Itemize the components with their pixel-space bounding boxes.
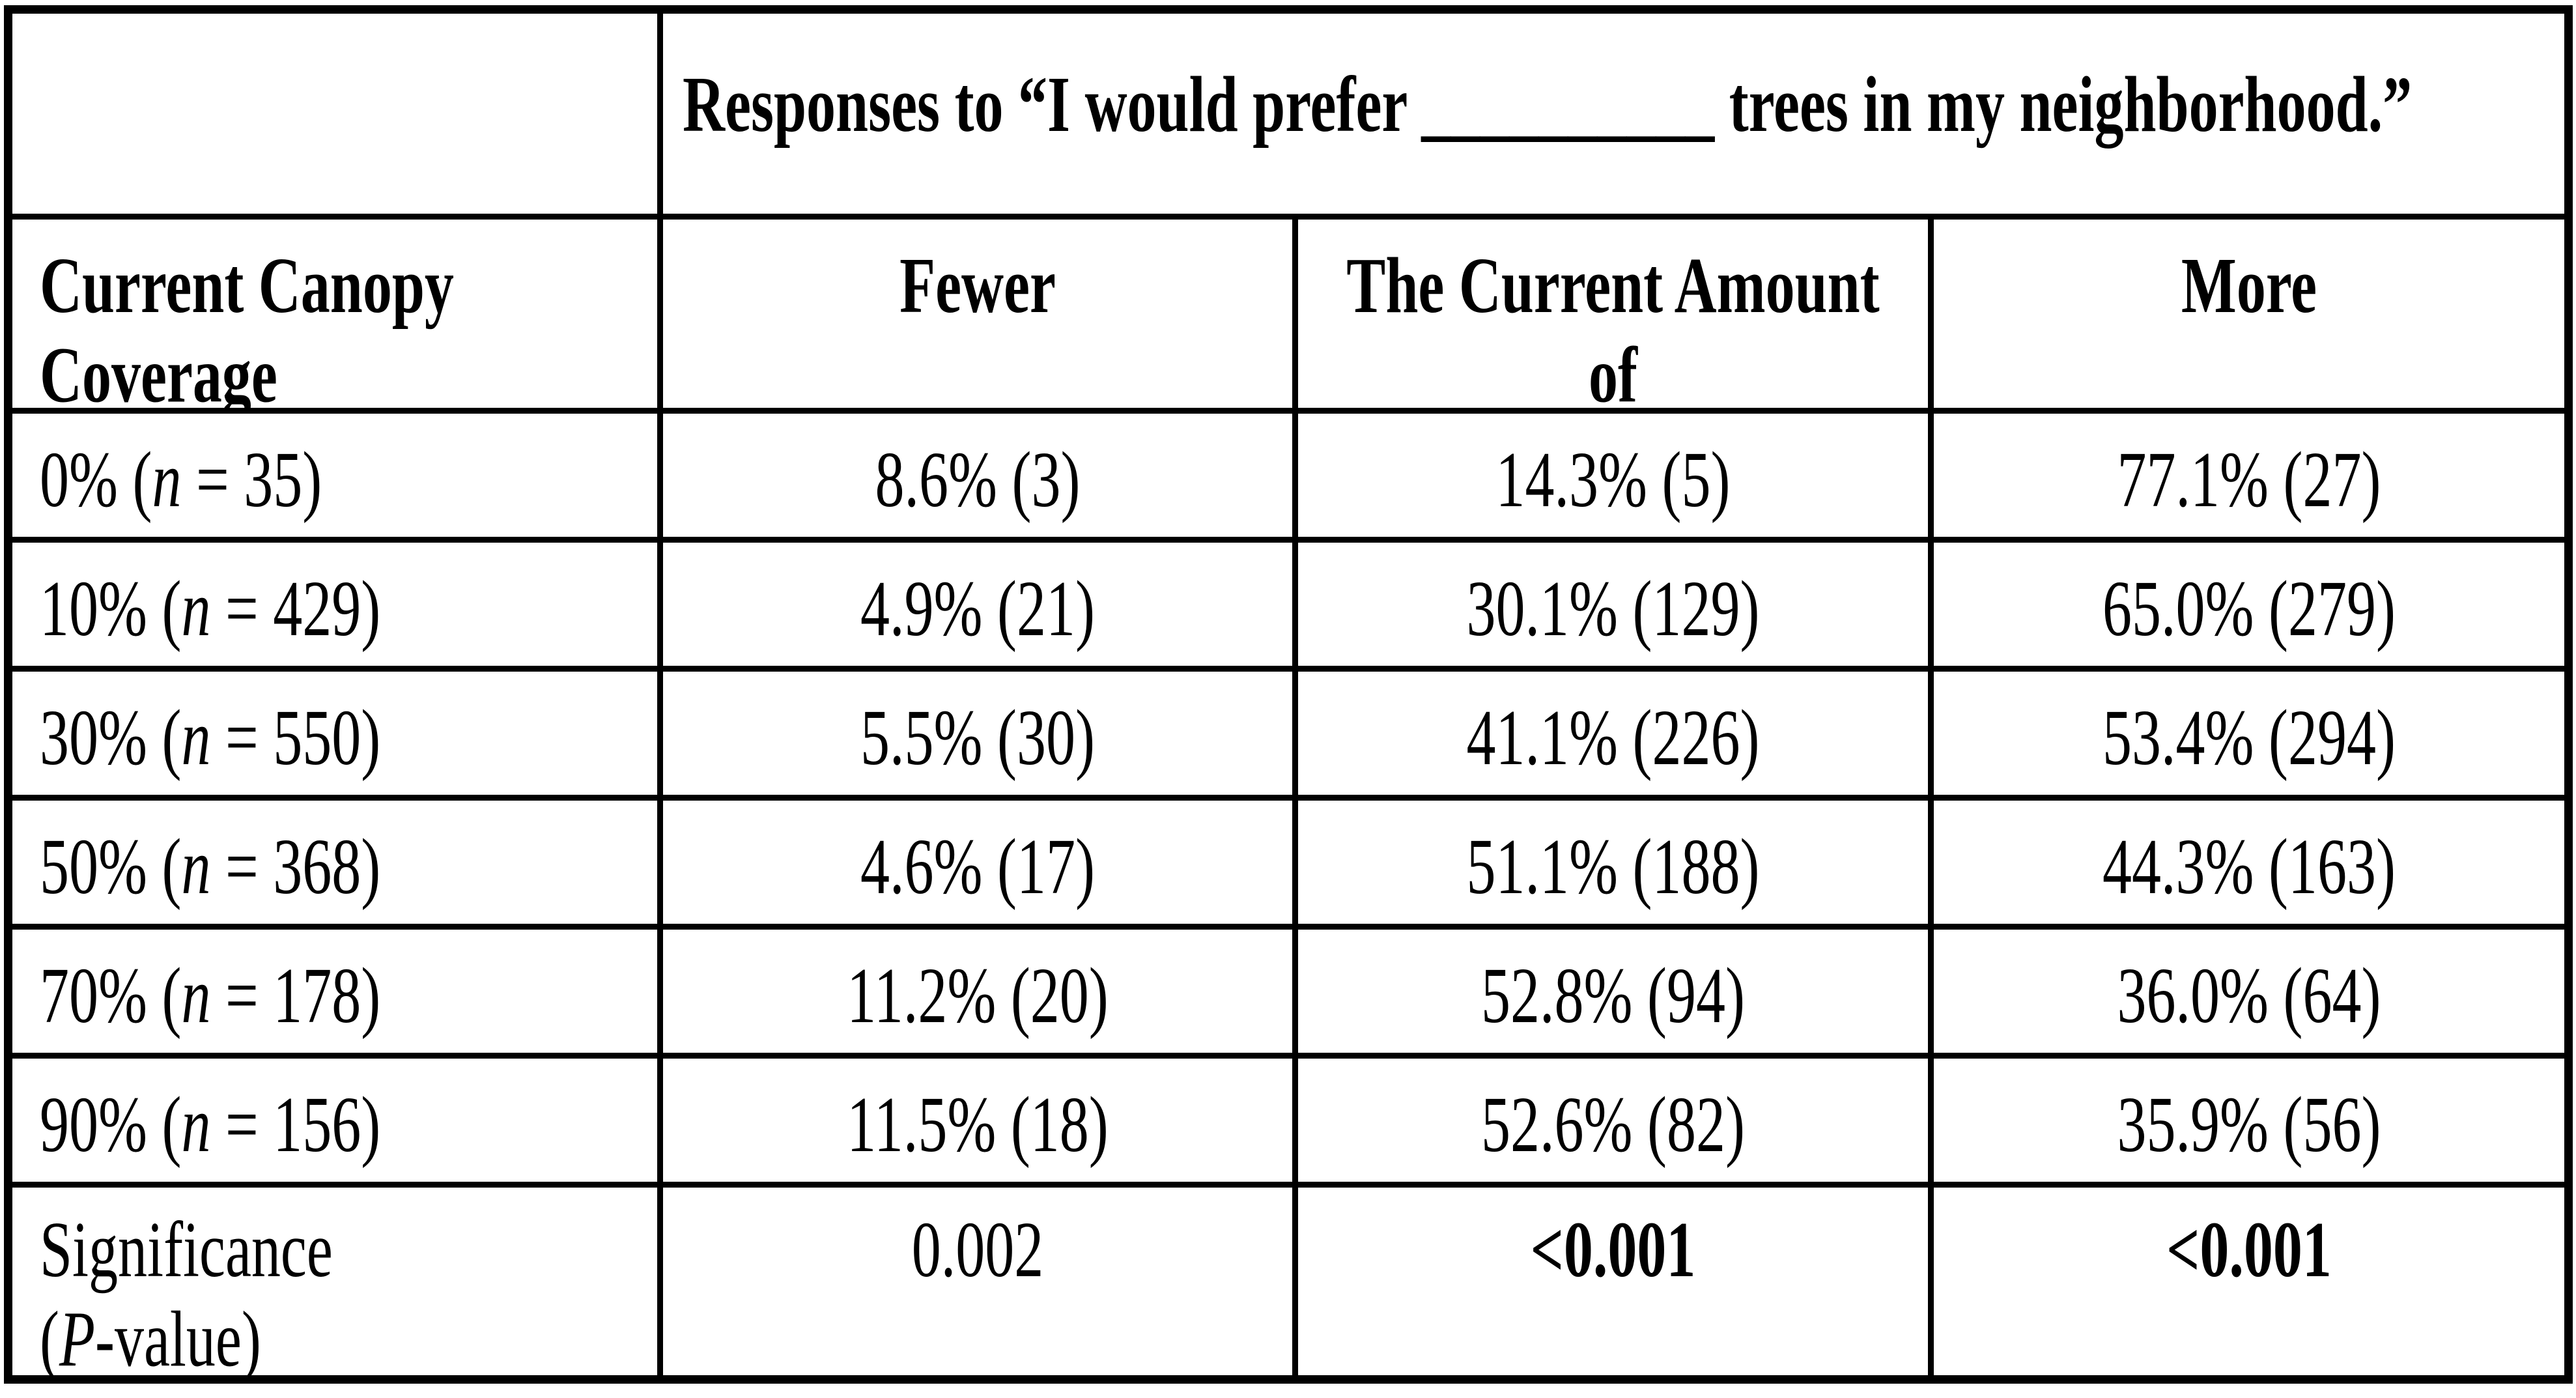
table-row-30pct: 30% (n = 550) 5.5% (30) 41.1% (226) 53.4…: [5, 666, 2572, 801]
row-header-line1: Current Canopy: [40, 242, 454, 330]
row-header-current-canopy-coverage: Current Canopy Coverage: [5, 214, 663, 414]
data-cell-more: 65.0% (279): [1927, 537, 2572, 672]
data-cell-more: 35.9% (56): [1927, 1053, 2572, 1188]
question-banner-row: Responses to “I would prefer __________ …: [5, 7, 2572, 220]
table-row-10pct: 10% (n = 429) 4.9% (21) 30.1% (129) 65.0…: [5, 537, 2572, 672]
question-banner-cell: Responses to “I would prefer __________ …: [657, 7, 2572, 220]
data-cell-more: 77.1% (27): [1927, 408, 2572, 543]
significance-value-fewer: 0.002: [657, 1182, 1298, 1382]
data-cell-current-amount: 30.1% (129): [1292, 537, 1934, 672]
significance-row: Significance (P-value) 0.002 <0.001 <0.0…: [5, 1182, 2572, 1382]
col-header-current-amount-line2: of: [1589, 332, 1637, 411]
row-label-cell: 10% (n = 429): [5, 537, 663, 672]
data-cell-more: 44.3% (163): [1927, 795, 2572, 930]
data-cell-fewer: 11.5% (18): [657, 1053, 1298, 1188]
row-label-cell: 50% (n = 368): [5, 795, 663, 930]
data-cell-fewer: 5.5% (30): [657, 666, 1298, 801]
data-cell-fewer: 8.6% (3): [657, 408, 1298, 543]
col-header-fewer: Fewer: [657, 214, 1298, 414]
p-value-variable: P: [59, 1296, 95, 1380]
data-cell-current-amount: 14.3% (5): [1292, 408, 1934, 543]
corner-blank-cell: [5, 7, 663, 220]
table-row-50pct: 50% (n = 368) 4.6% (17) 51.1% (188) 44.3…: [5, 795, 2572, 930]
data-cell-current-amount: 41.1% (226): [1292, 666, 1934, 801]
table-row-0pct: 0% (n = 35) 8.6% (3) 14.3% (5) 77.1% (27…: [5, 408, 2572, 543]
col-header-current-amount-line1: The Current Amount: [1346, 242, 1880, 330]
row-label-cell: 0% (n = 35): [5, 408, 663, 543]
question-banner-text: Responses to “I would prefer __________ …: [683, 61, 2413, 149]
significance-value-current-amount: <0.001: [1292, 1182, 1934, 1382]
significance-label-line1: Significance: [40, 1206, 333, 1294]
canopy-preference-table: Responses to “I would prefer __________ …: [4, 5, 2573, 1384]
col-header-more: More: [1927, 214, 2572, 414]
table-row-90pct: 90% (n = 156) 11.5% (18) 52.6% (82) 35.9…: [5, 1053, 2572, 1188]
data-cell-fewer: 4.9% (21): [657, 537, 1298, 672]
data-cell-current-amount: 52.8% (94): [1292, 924, 1934, 1059]
data-cell-more: 53.4% (294): [1927, 666, 2572, 801]
data-cell-current-amount: 51.1% (188): [1292, 795, 1934, 930]
row-label-cell: 90% (n = 156): [5, 1053, 663, 1188]
data-cell-fewer: 11.2% (20): [657, 924, 1298, 1059]
data-cell-more: 36.0% (64): [1927, 924, 2572, 1059]
col-header-current-amount: The Current Amount of: [1292, 214, 1934, 414]
row-label-cell: 30% (n = 550): [5, 666, 663, 801]
data-cell-fewer: 4.6% (17): [657, 795, 1298, 930]
column-header-row: Current Canopy Coverage Fewer The Curren…: [5, 214, 2572, 414]
row-label-cell: 70% (n = 178): [5, 924, 663, 1059]
significance-label-cell: Significance (P-value): [5, 1182, 663, 1382]
significance-value-more: <0.001: [1927, 1182, 2572, 1382]
table-row-70pct: 70% (n = 178) 11.2% (20) 52.8% (94) 36.0…: [5, 924, 2572, 1059]
data-cell-current-amount: 52.6% (82): [1292, 1053, 1934, 1188]
row-header-line2: Coverage: [40, 332, 277, 411]
